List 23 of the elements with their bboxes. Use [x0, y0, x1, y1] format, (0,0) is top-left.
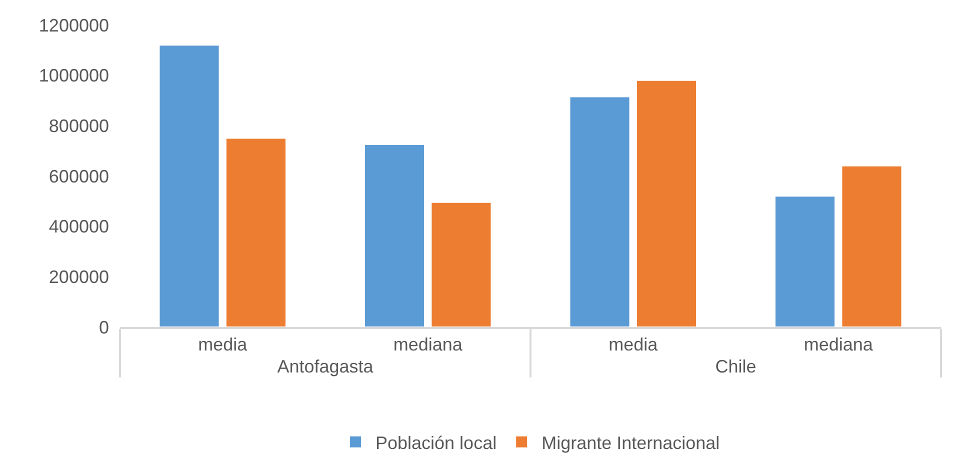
y-tick-label: 1200000 — [38, 15, 109, 36]
bar — [569, 96, 630, 327]
y-tick-label: 0 — [98, 317, 109, 338]
bar — [225, 138, 286, 327]
text: Chile — [715, 356, 756, 377]
legend-label: Población local — [376, 432, 497, 453]
x-tick-label: media — [608, 334, 659, 355]
bar — [364, 144, 426, 327]
text: Antofagasta — [277, 356, 374, 377]
x-tick-label: mediana — [804, 334, 874, 355]
y-tick-label: 1000000 — [38, 66, 109, 86]
legend-label: Migrante Internacional — [542, 432, 720, 453]
x-tick-label: media — [198, 334, 248, 355]
bar — [841, 165, 902, 327]
bar — [774, 196, 836, 327]
y-tick-label: 600000 — [48, 166, 109, 186]
y-tick-label: 400000 — [48, 216, 109, 237]
x-tick-label: mediana — [393, 334, 464, 355]
y-tick-label: 200000 — [48, 266, 109, 287]
bar — [636, 80, 697, 327]
bar — [430, 202, 492, 327]
bar — [158, 44, 220, 327]
y-tick-label: 800000 — [48, 116, 109, 136]
